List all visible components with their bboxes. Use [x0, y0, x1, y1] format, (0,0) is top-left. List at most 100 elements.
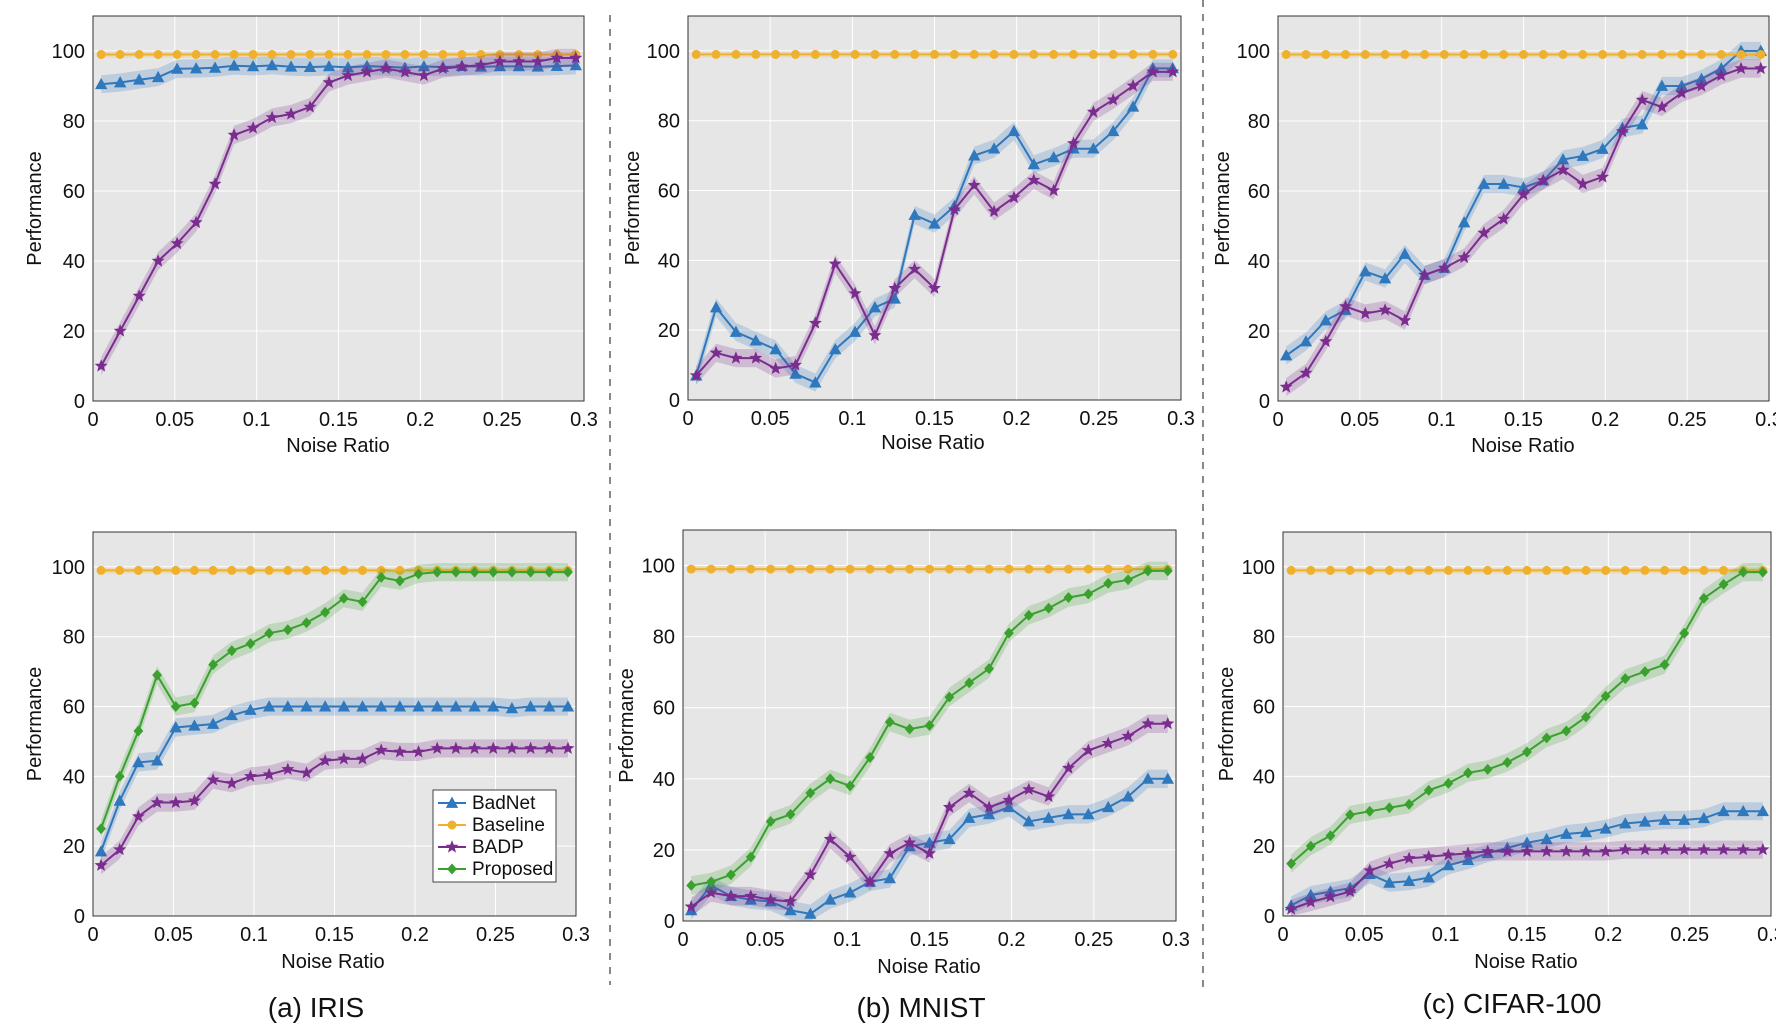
baseline-point: [865, 564, 875, 574]
baseline-point: [1341, 50, 1351, 59]
proposed-point: [1679, 627, 1690, 639]
badnet-point: [1082, 808, 1095, 820]
badnet-point: [1161, 772, 1174, 784]
badp-band: [1286, 59, 1761, 397]
y-tick-label: 40: [658, 250, 680, 272]
proposed-point: [563, 566, 573, 578]
badp-point: [1437, 261, 1451, 274]
badnet-point: [943, 832, 956, 845]
badp-point: [1126, 78, 1140, 92]
proposed-point: [865, 752, 875, 763]
badp-point: [1418, 268, 1432, 281]
badp-point: [449, 741, 463, 754]
badp-point: [803, 867, 817, 881]
badnet-point: [113, 76, 127, 88]
baseline-point: [245, 565, 255, 575]
badp-point: [1697, 842, 1711, 856]
badp-point: [493, 54, 507, 68]
baseline-point: [771, 49, 781, 59]
chart-panel-4: 0 0.05 0.1 0.15 0.2 0.25 0.3 0 20 40 60 80 100 Noise …: [24, 531, 590, 973]
badnet-point: [987, 142, 1001, 154]
chart-panel-2: 0 0.05 0.1 0.15 0.2 0.25 0.3 0 20 40 60 80 100 Noise …: [622, 15, 1195, 454]
badnet-point: [487, 700, 500, 712]
badp-point: [1579, 844, 1593, 857]
y-tick-label: 60: [658, 181, 680, 203]
baseline-point: [1029, 49, 1039, 59]
badnet-point: [908, 208, 921, 220]
badp-point: [131, 809, 145, 823]
badnet-point: [1655, 79, 1669, 91]
y-tick-label: 80: [63, 111, 85, 133]
y-tick-label: 20: [653, 840, 675, 862]
baseline-point: [925, 564, 934, 574]
baseline-point: [1640, 565, 1650, 575]
badnet-point: [208, 61, 222, 73]
y-tick-label: 20: [63, 321, 85, 343]
badp-point: [1323, 889, 1337, 903]
y-tick-label: 60: [63, 181, 85, 203]
badnet-point: [95, 77, 108, 90]
badnet-point: [543, 700, 556, 712]
baseline-point: [286, 50, 296, 59]
badnet-point: [1638, 815, 1652, 827]
badnet-point: [1007, 124, 1021, 137]
baseline-point: [1044, 564, 1054, 574]
badnet-point: [318, 700, 332, 712]
proposed-point: [338, 592, 349, 604]
baseline-point: [189, 565, 199, 575]
y-tick-label: 0: [74, 906, 85, 928]
x-axis-label: Noise Ratio: [1471, 435, 1574, 457]
badnet-point: [1635, 118, 1649, 130]
badnet-point: [1579, 825, 1593, 838]
baseline-point: [850, 49, 860, 59]
badp-point: [169, 795, 183, 809]
baseline-point: [171, 565, 181, 575]
badp-point: [923, 846, 936, 859]
plot-frame: [1282, 531, 1772, 917]
badnet-point: [928, 217, 941, 229]
proposed-point: [1522, 746, 1532, 758]
baseline-point: [381, 50, 391, 59]
legend-label-badp: BADP: [472, 837, 524, 858]
badnet-point: [1383, 876, 1396, 888]
badp-point: [1398, 313, 1412, 327]
proposed-point: [152, 669, 162, 681]
badnet-point: [569, 59, 582, 71]
badnet-point: [1141, 772, 1155, 784]
proposed-point: [1463, 767, 1473, 779]
baseline-point: [726, 564, 736, 574]
badp-point: [1618, 842, 1632, 856]
baseline-point: [1049, 49, 1059, 59]
baseline-point: [1063, 564, 1073, 574]
badp-point: [1284, 902, 1298, 915]
badp-point: [417, 68, 431, 82]
badnet-point: [1002, 800, 1016, 813]
y-tick-label: 0: [1264, 906, 1275, 928]
proposed-point: [133, 725, 144, 737]
badnet-point: [1299, 335, 1313, 347]
badp-band: [691, 714, 1168, 916]
baseline-point: [324, 50, 334, 59]
badnet-point: [189, 62, 203, 74]
badp-point: [1002, 793, 1016, 806]
baseline-point: [890, 49, 900, 59]
x-tick-label: 0.2: [401, 924, 429, 946]
badp-point: [1121, 729, 1135, 742]
baseline-point: [419, 50, 429, 59]
proposed-point: [1541, 732, 1552, 744]
baseline-point: [1542, 565, 1552, 575]
badnet-point: [188, 719, 201, 731]
badp-point: [300, 766, 313, 779]
badp-point: [1343, 884, 1357, 898]
baseline-point: [686, 564, 696, 574]
badnet-point: [809, 376, 822, 388]
baseline-point: [1459, 50, 1469, 59]
badp-point: [1481, 844, 1495, 857]
proposed-point: [1004, 627, 1014, 639]
baseline-point: [989, 49, 999, 59]
proposed-point: [432, 566, 443, 578]
x-tick-label: 0.2: [998, 929, 1026, 951]
badnet-point: [1087, 142, 1100, 154]
badp-point: [1441, 848, 1455, 861]
